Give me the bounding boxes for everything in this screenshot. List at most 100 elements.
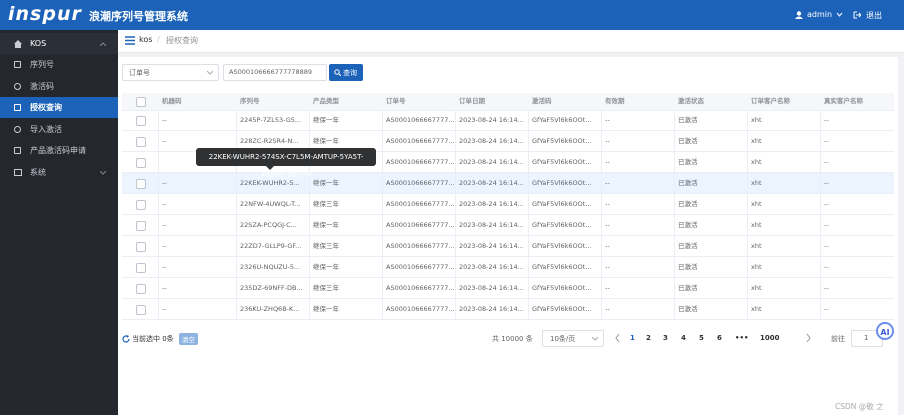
- checkbox[interactable]: [136, 200, 146, 210]
- page-number[interactable]: 3: [663, 334, 668, 342]
- cell-divider: [747, 215, 748, 236]
- cell-divider: [158, 131, 159, 152]
- menu-item-label: 激活码: [30, 81, 54, 91]
- cell-divider: [236, 257, 237, 278]
- refresh-icon[interactable]: [122, 335, 130, 343]
- prev-page[interactable]: [615, 334, 620, 342]
- page-number[interactable]: 4: [681, 334, 686, 342]
- cell-divider: [601, 173, 602, 194]
- cell-divider: [236, 236, 237, 257]
- checkbox[interactable]: [136, 284, 146, 294]
- checkbox[interactable]: [136, 179, 146, 189]
- checkbox[interactable]: [136, 242, 146, 252]
- cell-divider: [309, 257, 310, 278]
- dropdown-icon[interactable]: [836, 12, 843, 18]
- logout-icon[interactable]: [853, 11, 861, 19]
- table-cell: AS0001066667777...: [386, 137, 455, 145]
- table-cell: --: [605, 263, 610, 271]
- checkbox[interactable]: [136, 305, 146, 315]
- menu-icon: [14, 104, 21, 111]
- breadcrumb-bar: kos / 授权查询: [118, 30, 904, 53]
- tooltip: 22KEK-WUHR2-574SX-C7L5M-AMTUP-5YA5T-XBEN…: [196, 148, 376, 179]
- cell-divider: [674, 215, 675, 236]
- menu-icon: [14, 147, 21, 154]
- cell-divider: [236, 194, 237, 215]
- table-cell: --: [824, 116, 829, 124]
- assistant-button[interactable]: AI: [876, 322, 894, 340]
- goto-label: 前往: [831, 335, 845, 343]
- page-number[interactable]: 2: [646, 334, 651, 342]
- field-select[interactable]: 订单号: [122, 64, 219, 81]
- breadcrumb-item[interactable]: kos: [139, 35, 153, 44]
- cell-divider: [236, 110, 237, 131]
- page-size-select[interactable]: 10条/页: [542, 330, 604, 347]
- menu-system[interactable]: 系统: [0, 162, 118, 183]
- search-button-label: 查询: [343, 69, 357, 77]
- cell-divider: [674, 110, 675, 131]
- table-row: -- 228ZC-R2SR4-N... 继保一年 AS0001066667777...…: [122, 131, 894, 152]
- table-cell: AS0001066667777...: [386, 158, 455, 166]
- column-header: 有效期: [605, 97, 625, 105]
- table-cell: --: [605, 137, 610, 145]
- content-card: 订单号 AS000106666777778889 查询 机器码 序列号 产品类型 订单…: [118, 57, 898, 415]
- table-cell: --: [605, 158, 610, 166]
- cell-divider: [455, 257, 456, 278]
- table-cell: xht: [751, 158, 762, 166]
- page-number[interactable]: •••: [735, 334, 749, 342]
- table-cell: 2023-08-24 16:14...: [459, 284, 524, 292]
- table-cell: GfYaF5Vl6k6OOt...: [532, 242, 592, 250]
- menu-root[interactable]: KOS: [0, 33, 118, 54]
- cell-divider: [455, 236, 456, 257]
- cell-divider: [747, 131, 748, 152]
- page-number[interactable]: 6: [717, 334, 722, 342]
- cell-divider: [747, 152, 748, 173]
- page-number[interactable]: 5: [699, 334, 704, 342]
- page-size-value: 10条/页: [550, 335, 576, 343]
- checkbox[interactable]: [136, 97, 146, 107]
- table-cell: 继保一年: [313, 179, 339, 187]
- column-header: 产品类型: [313, 97, 339, 105]
- table-cell: 2023-08-24 16:14...: [459, 137, 524, 145]
- table-cell: 继保三年: [313, 242, 339, 250]
- checkbox[interactable]: [136, 221, 146, 231]
- table-row: -- 2245P-7ZL53-G5... 继保一年 AS0001066667777..…: [122, 110, 894, 131]
- page-number[interactable]: 1000: [760, 334, 780, 342]
- table-cell: 继保一年: [313, 221, 339, 229]
- menu-item[interactable]: 授权查询: [0, 97, 118, 118]
- cell-divider: [158, 236, 159, 257]
- page-number[interactable]: 1: [630, 334, 635, 342]
- search-button[interactable]: 查询: [329, 64, 363, 81]
- user-name[interactable]: admin: [807, 10, 833, 19]
- cell-divider: [747, 194, 748, 215]
- table-cell: --: [162, 200, 167, 208]
- select-arrow: [592, 337, 598, 341]
- table-cell: 继保一年: [313, 116, 339, 124]
- menu-item[interactable]: 序列号: [0, 54, 118, 75]
- checkbox[interactable]: [136, 158, 146, 168]
- total-count: 共 10000 条: [492, 335, 533, 343]
- menu-item[interactable]: 激活码: [0, 76, 118, 97]
- search-input[interactable]: AS000106666777778889: [223, 64, 327, 81]
- table-cell: --: [162, 284, 167, 292]
- clear-button[interactable]: 清空: [179, 333, 198, 345]
- logout[interactable]: 退出: [866, 11, 882, 20]
- table-row: -- 2326U-NQUZU-5... 继保一年 AS0001066667777...…: [122, 257, 894, 278]
- table-cell: 228ZC-R2SR4-N...: [240, 137, 299, 145]
- cell-divider: [528, 194, 529, 215]
- watermark: CSDN @敬 之: [835, 402, 884, 411]
- menu-item[interactable]: 产品激活码申请: [0, 140, 118, 161]
- collapse-icon: [100, 42, 106, 46]
- checkbox[interactable]: [136, 116, 146, 126]
- table-cell: --: [824, 137, 829, 145]
- select-arrow: [207, 71, 213, 75]
- menu-item[interactable]: 导入激活: [0, 119, 118, 140]
- table-cell: 2326U-NQUZU-5...: [240, 263, 301, 271]
- checkbox[interactable]: [136, 137, 146, 147]
- next-page[interactable]: [806, 334, 811, 342]
- cell-divider: [601, 131, 602, 152]
- table-cell: --: [605, 305, 610, 313]
- hamburger-icon[interactable]: [125, 36, 135, 45]
- cell-divider: [309, 131, 310, 152]
- checkbox[interactable]: [136, 263, 146, 273]
